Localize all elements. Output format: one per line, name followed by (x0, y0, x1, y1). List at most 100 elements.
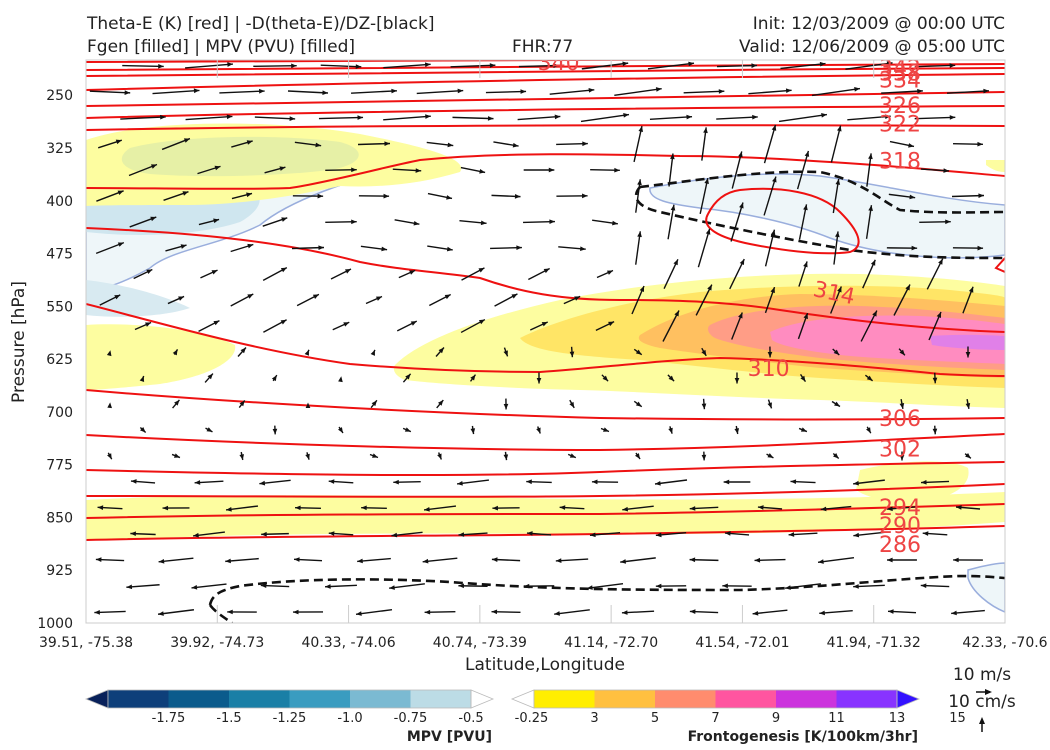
contour-label: 322 (879, 112, 921, 137)
wind-vector (305, 452, 310, 460)
theta-e-contour (86, 124, 1005, 131)
wind-vector (200, 269, 218, 279)
fgen-region (930, 334, 1005, 350)
wind-vector (964, 453, 972, 459)
wind-vector (369, 453, 379, 459)
theta-e-contour (86, 461, 1005, 477)
wind-vector (161, 137, 191, 151)
wind-vector (391, 531, 423, 538)
colorbar-swatch (776, 690, 837, 708)
wind-vector (157, 609, 195, 616)
wind-vector (898, 348, 906, 356)
wind-vector (205, 427, 213, 433)
mpv-colorbar: -1.75 -1.5 -1.25 -1.0 -0.75 -0.5 -0.25 (84, 689, 548, 726)
fgen-region (770, 315, 1005, 364)
colorbar-extend-high (470, 689, 495, 709)
wind-vector (953, 557, 983, 563)
wind-vector (569, 346, 575, 358)
wind-vector (785, 583, 821, 590)
y-tick-label: 775 (46, 458, 73, 474)
colorbar-tick-label: -0.5 (458, 711, 483, 726)
contour-label: 340 (538, 51, 580, 76)
wind-vector (394, 219, 420, 226)
wind-vector (790, 479, 816, 484)
contour-label: 310 (748, 357, 790, 382)
wind-vector (590, 167, 620, 173)
wind-vector (635, 179, 642, 213)
wind-vector (920, 168, 950, 173)
wind-vector (922, 531, 948, 536)
wind-vector (757, 505, 783, 510)
wind-vector (351, 88, 397, 94)
colorbar-swatch (655, 690, 716, 708)
colorbar-tick-label: 5 (651, 711, 659, 726)
wind-vector (106, 350, 112, 357)
wind-vector (754, 557, 786, 563)
wind-vector (296, 293, 320, 307)
wind-vector (219, 88, 265, 94)
wind-vector (259, 479, 291, 486)
wind-vector (355, 609, 393, 616)
wind-vector (427, 245, 453, 252)
wind-vector (529, 321, 549, 331)
wind-vector (523, 583, 555, 589)
wind-vector (320, 64, 362, 69)
colorbar-tick-label: 11 (828, 711, 845, 726)
wind-vector (197, 165, 221, 175)
wind-vector (847, 114, 891, 121)
wind-vector (95, 557, 125, 562)
wind-vector (158, 557, 194, 564)
wind-vector (428, 293, 452, 307)
x-tick-label: 40.74, -73.39 (433, 635, 527, 651)
vector-key-vertical: 10 cm/s (948, 692, 1016, 712)
contour-label: 338 (879, 62, 921, 87)
wind-vector (139, 426, 147, 434)
wind-vector (955, 505, 981, 510)
colorbar-tick-label: 9 (772, 711, 780, 726)
wind-vector (763, 176, 777, 216)
wind-vector (126, 584, 160, 590)
wind-vector (731, 312, 743, 340)
wind-vector (152, 88, 200, 95)
wind-vector (748, 88, 792, 95)
wind-vector (633, 125, 644, 163)
wind-vector (965, 346, 971, 358)
y-tick-label: 1000 (37, 616, 73, 632)
contour-label: 326 (879, 94, 921, 119)
wind-vector (683, 89, 725, 94)
wind-vector (788, 532, 818, 537)
x-tick-label: 39.51, -75.38 (39, 635, 133, 651)
wind-vector (130, 479, 156, 484)
wind-vector (865, 205, 873, 239)
wind-vector (667, 204, 676, 240)
wind-vector (469, 374, 477, 382)
wind-vector (493, 141, 519, 148)
wind-vector (97, 139, 123, 149)
wind-vector (799, 373, 807, 383)
wind-vector (396, 320, 418, 332)
wind-vector (580, 112, 630, 123)
wind-vector (325, 584, 357, 589)
wind-vector (946, 88, 990, 94)
colorbar-tick-label: 13 (889, 711, 906, 726)
title-line-1: Theta-E (K) [red] | -D(theta-E)/DZ-[blac… (87, 14, 435, 34)
wind-vector (554, 609, 590, 616)
wind-vector (330, 268, 352, 280)
wind-vector (819, 609, 853, 616)
wind-vector (899, 451, 905, 461)
wind-vector (731, 151, 743, 189)
wind-vector (328, 479, 354, 484)
wind-vector (689, 609, 719, 614)
wind-vector (559, 505, 585, 510)
colorbar-tick-label: -0.75 (394, 711, 428, 726)
plot-frame (85, 59, 1006, 624)
y-tick-label: 925 (46, 563, 73, 579)
wind-vector (424, 609, 456, 615)
wind-vector (722, 583, 752, 589)
wind-vector (953, 141, 983, 147)
contour-label: 306 (879, 407, 921, 432)
wind-vector (962, 286, 974, 314)
wind-vector (402, 373, 412, 383)
colorbar-extend-low (84, 689, 109, 709)
wind-vector (853, 531, 885, 538)
